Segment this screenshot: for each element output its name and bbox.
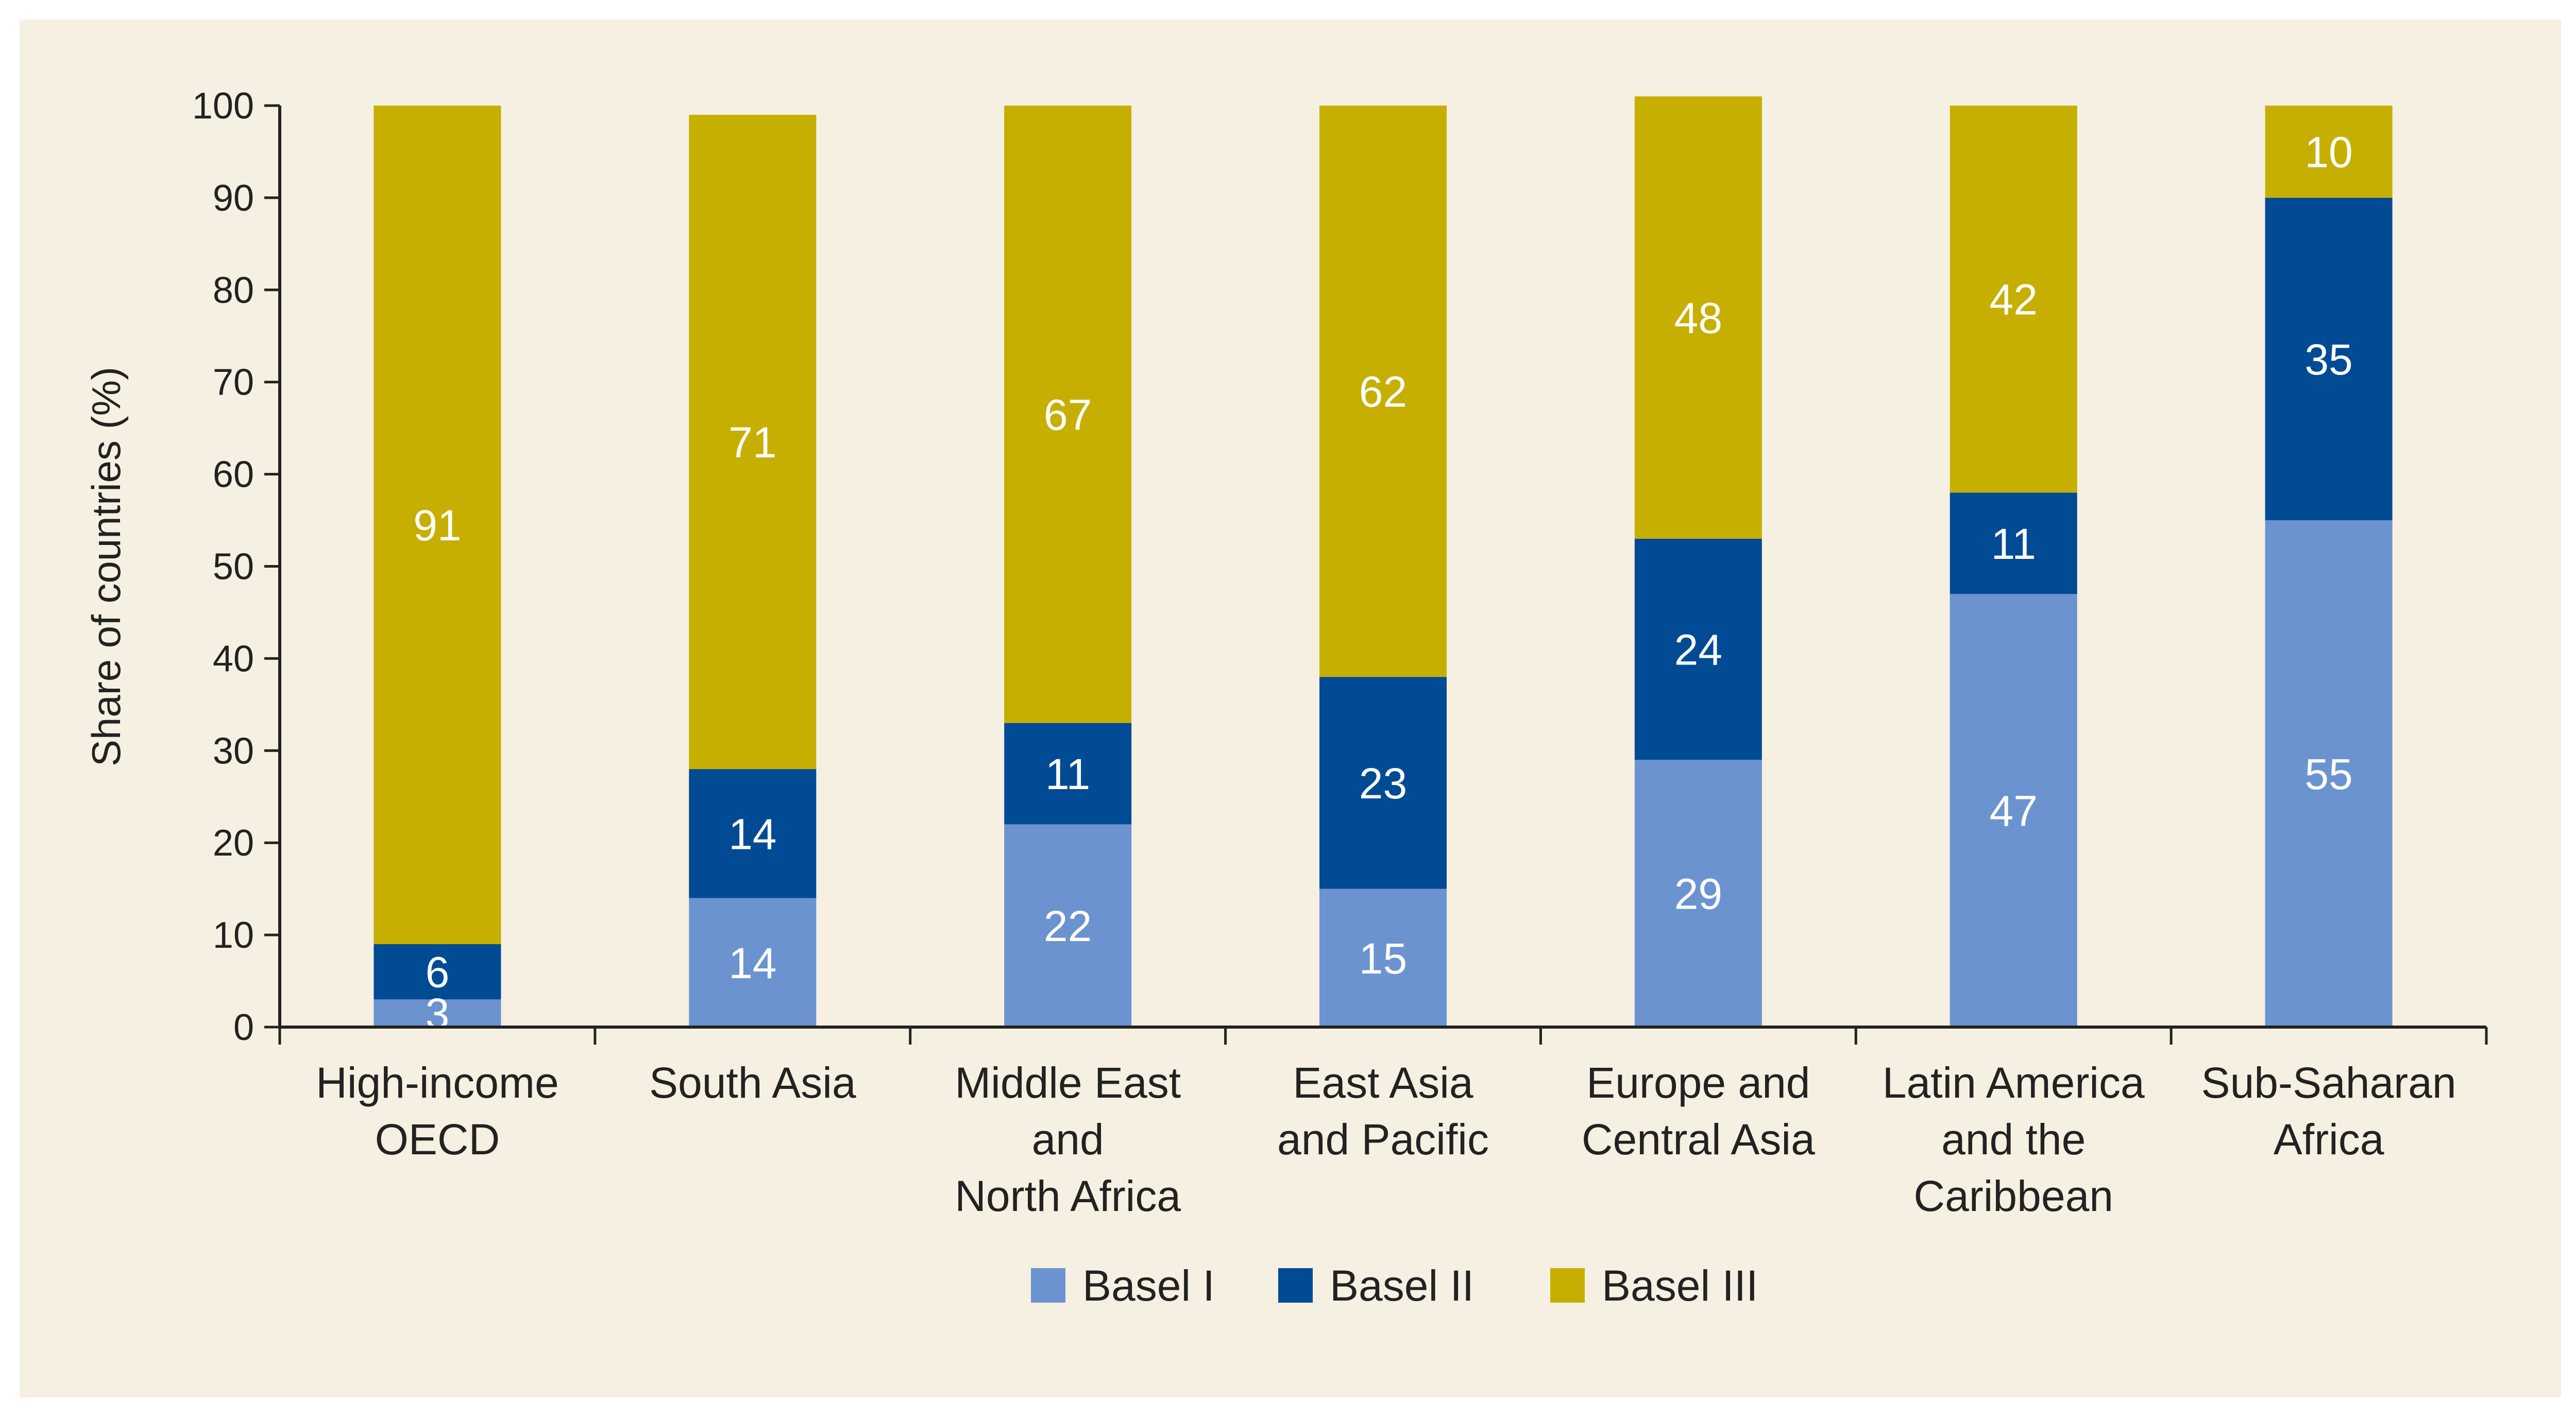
bar-segment-basel-i: [2265, 520, 2393, 1027]
x-category-label: Sub-Saharan Africa: [2201, 1059, 2456, 1164]
legend-swatch: [1031, 1268, 1065, 1303]
data-label: 42: [1989, 276, 2037, 324]
bar-segment-basel-ii: [689, 769, 817, 898]
legend-label: Basel III: [1602, 1261, 1758, 1310]
legend-label: Basel II: [1330, 1261, 1474, 1310]
x-category-label: East Asia and Pacific: [1277, 1059, 1489, 1164]
bar-segment-basel-ii: [374, 944, 501, 1000]
x-category-label: Europe and Central Asia: [1582, 1059, 1815, 1164]
data-label: 29: [1674, 870, 1722, 918]
bar-segment-basel-ii: [1950, 492, 2077, 594]
y-tick-label: 80: [213, 270, 254, 311]
x-category-label: Latin America and the Caribbean: [1883, 1059, 2145, 1220]
data-label: 23: [1359, 759, 1407, 808]
y-tick-label: 100: [192, 86, 254, 127]
data-label: 62: [1359, 368, 1407, 416]
bar-segment-basel-iii: [689, 114, 817, 770]
bar-segment-basel-i: [1004, 824, 1132, 1027]
x-category-label: High-income OECD: [316, 1059, 559, 1164]
data-label: 24: [1674, 626, 1722, 674]
y-tick-label: 40: [213, 638, 254, 679]
bar-segment-basel-i: [1319, 889, 1447, 1027]
bar-segment-basel-i: [1950, 594, 2077, 1027]
legend-label: Basel I: [1082, 1261, 1215, 1310]
data-label: 3: [426, 989, 450, 1038]
bar-segment-basel-iii: [1319, 106, 1447, 677]
y-axis-title: Share of countries (%): [83, 367, 129, 766]
legend-swatch: [1278, 1268, 1313, 1303]
x-category-label: Middle East and North Africa: [955, 1059, 1181, 1220]
bar-segment-basel-ii: [1634, 538, 1762, 760]
data-label: 55: [2304, 750, 2352, 798]
bar-segment-basel-i: [374, 999, 501, 1027]
y-tick-label: 60: [213, 454, 254, 496]
y-tick-label: 20: [213, 823, 254, 864]
data-label: 6: [426, 948, 450, 997]
y-tick-label: 0: [233, 1007, 254, 1048]
bar-segment-basel-ii: [1004, 723, 1132, 825]
data-label: 35: [2304, 335, 2352, 384]
y-tick-label: 70: [213, 362, 254, 403]
bar-segment-basel-iii: [2265, 106, 2393, 198]
bar-segment-basel-ii: [1319, 677, 1447, 889]
data-label: 47: [1989, 787, 2037, 835]
data-label: 14: [728, 810, 776, 858]
data-label: 71: [728, 418, 776, 467]
data-label: 14: [728, 939, 776, 987]
y-tick-label: 10: [213, 915, 254, 956]
bar-segment-basel-iii: [1634, 96, 1762, 539]
data-label: 48: [1674, 294, 1722, 342]
data-label: 15: [1359, 934, 1407, 983]
data-label: 91: [413, 501, 461, 550]
data-label: 11: [1045, 750, 1090, 798]
data-label: 22: [1044, 902, 1092, 950]
data-label: 10: [2304, 128, 2352, 176]
bar-segment-basel-i: [689, 898, 817, 1027]
bar-segment-basel-iii: [374, 106, 501, 944]
x-category-label: South Asia: [649, 1059, 856, 1107]
y-tick-label: 90: [213, 178, 254, 219]
bar-segment-basel-iii: [1004, 106, 1132, 723]
y-tick-label: 30: [213, 730, 254, 772]
data-label: 67: [1044, 390, 1092, 439]
bar-segment-basel-ii: [2265, 197, 2393, 521]
legend: Basel I Basel II Basel III: [1031, 1261, 1758, 1310]
bar-segment-basel-i: [1634, 760, 1762, 1027]
bar-segment-basel-iii: [1950, 106, 2077, 493]
data-label: 11: [1991, 520, 2036, 568]
legend-swatch: [1550, 1268, 1585, 1303]
y-tick-label: 50: [213, 547, 254, 588]
